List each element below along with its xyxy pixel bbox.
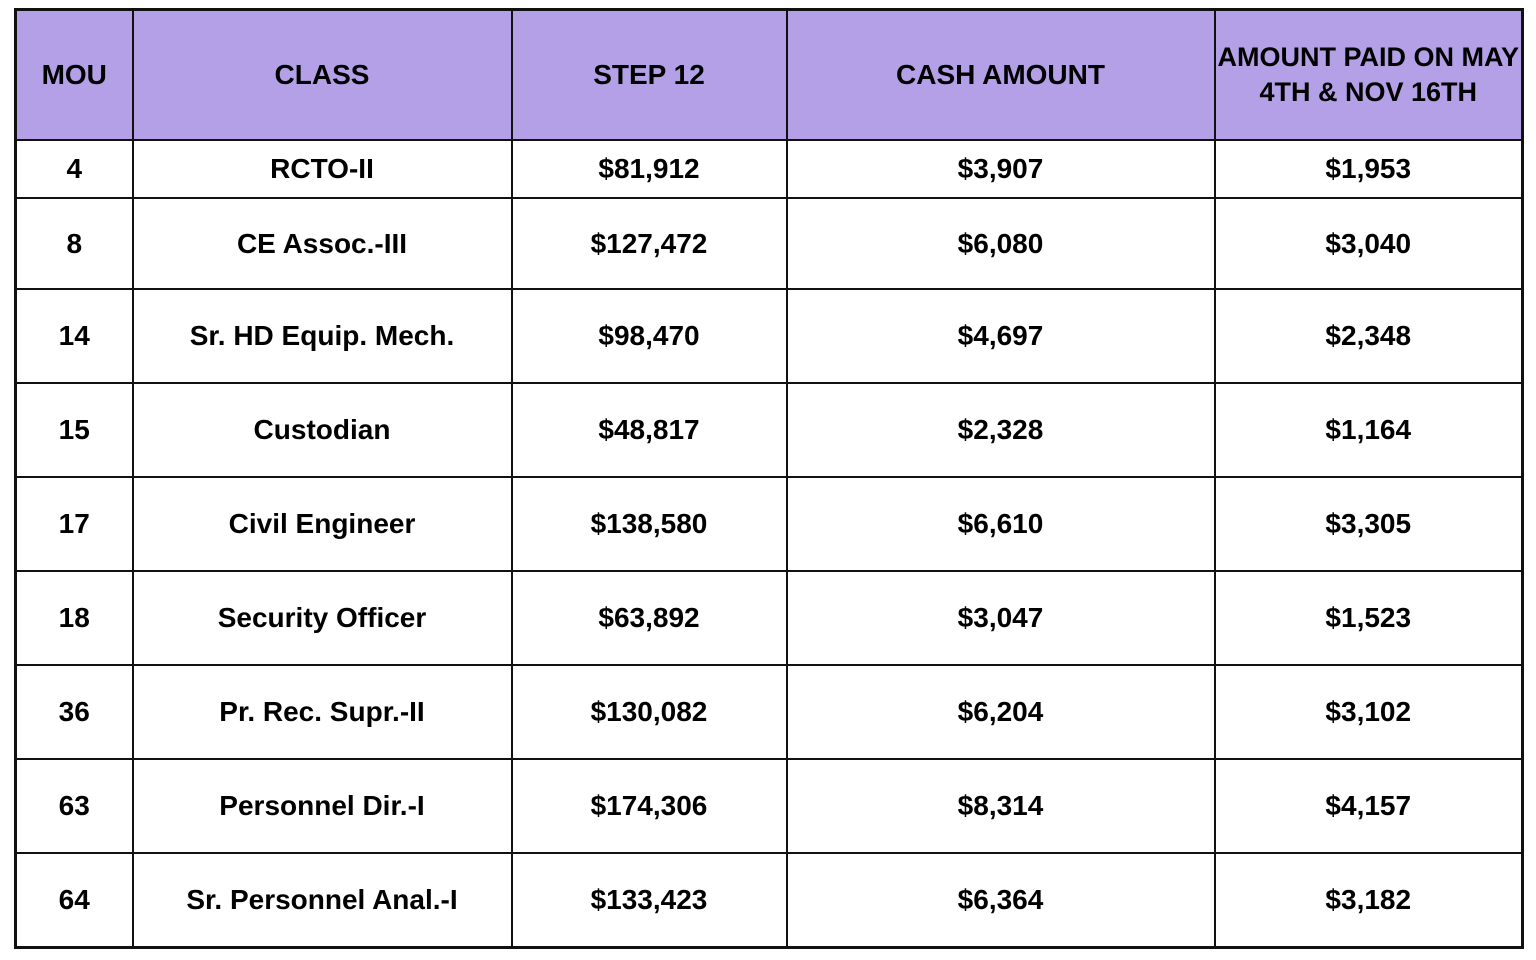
- cell-mou: 18: [14, 570, 134, 666]
- cell-amount-paid: $1,523: [1213, 570, 1524, 666]
- table-row: 14 Sr. HD Equip. Mech. $98,470 $4,697 $2…: [14, 288, 1524, 384]
- cell-mou: 4: [14, 139, 134, 199]
- cell-step-12: $130,082: [510, 664, 788, 760]
- cell-amount-paid: $3,040: [1213, 197, 1524, 290]
- table-row: 36 Pr. Rec. Supr.-II $130,082 $6,204 $3,…: [14, 664, 1524, 760]
- cell-cash-amount: $4,697: [785, 288, 1216, 384]
- cell-step-12: $63,892: [510, 570, 788, 666]
- cell-step-12: $98,470: [510, 288, 788, 384]
- cell-mou: 14: [14, 288, 134, 384]
- column-header-step-12: STEP 12: [510, 8, 788, 141]
- cell-class: Security Officer: [131, 570, 513, 666]
- cell-class: Civil Engineer: [131, 476, 513, 572]
- cell-class: Sr. HD Equip. Mech.: [131, 288, 513, 384]
- cell-cash-amount: $8,314: [785, 758, 1216, 854]
- column-header-mou: MOU: [14, 8, 134, 141]
- cell-mou: 8: [14, 197, 134, 290]
- cell-step-12: $127,472: [510, 197, 788, 290]
- cell-amount-paid: $1,953: [1213, 139, 1524, 199]
- cell-mou: 63: [14, 758, 134, 854]
- cell-amount-paid: $2,348: [1213, 288, 1524, 384]
- cell-class: Pr. Rec. Supr.-II: [131, 664, 513, 760]
- cell-class: Sr. Personnel Anal.-I: [131, 852, 513, 949]
- table-row: 17 Civil Engineer $138,580 $6,610 $3,305: [14, 476, 1524, 572]
- cell-step-12: $174,306: [510, 758, 788, 854]
- cell-mou: 36: [14, 664, 134, 760]
- cell-cash-amount: $6,204: [785, 664, 1216, 760]
- cell-mou: 17: [14, 476, 134, 572]
- table-row: 15 Custodian $48,817 $2,328 $1,164: [14, 382, 1524, 478]
- table-row: 18 Security Officer $63,892 $3,047 $1,52…: [14, 570, 1524, 666]
- cell-cash-amount: $3,047: [785, 570, 1216, 666]
- cell-amount-paid: $3,182: [1213, 852, 1524, 949]
- cell-amount-paid: $1,164: [1213, 382, 1524, 478]
- cell-cash-amount: $6,610: [785, 476, 1216, 572]
- cell-class: Personnel Dir.-I: [131, 758, 513, 854]
- cell-cash-amount: $6,364: [785, 852, 1216, 949]
- table-row: 4 RCTO-II $81,912 $3,907 $1,953: [14, 139, 1524, 199]
- cell-cash-amount: $6,080: [785, 197, 1216, 290]
- cell-amount-paid: $4,157: [1213, 758, 1524, 854]
- table-row: 63 Personnel Dir.-I $174,306 $8,314 $4,1…: [14, 758, 1524, 854]
- cell-class: Custodian: [131, 382, 513, 478]
- cell-mou: 15: [14, 382, 134, 478]
- column-header-class: CLASS: [131, 8, 513, 141]
- cell-cash-amount: $2,328: [785, 382, 1216, 478]
- header-row: MOU CLASS STEP 12 CASH AMOUNT AMOUNT PAI…: [14, 8, 1524, 141]
- column-header-amount-paid: AMOUNT PAID ON MAY 4TH & NOV 16TH: [1213, 8, 1524, 141]
- cell-class: CE Assoc.-III: [131, 197, 513, 290]
- cell-step-12: $133,423: [510, 852, 788, 949]
- cell-mou: 64: [14, 852, 134, 949]
- table-row: 8 CE Assoc.-III $127,472 $6,080 $3,040: [14, 197, 1524, 290]
- column-header-cash-amount: CASH AMOUNT: [785, 8, 1216, 141]
- cell-cash-amount: $3,907: [785, 139, 1216, 199]
- compensation-table: MOU CLASS STEP 12 CASH AMOUNT AMOUNT PAI…: [14, 8, 1524, 949]
- cell-class: RCTO-II: [131, 139, 513, 199]
- cell-step-12: $138,580: [510, 476, 788, 572]
- cell-step-12: $81,912: [510, 139, 788, 199]
- cell-amount-paid: $3,305: [1213, 476, 1524, 572]
- cell-step-12: $48,817: [510, 382, 788, 478]
- cell-amount-paid: $3,102: [1213, 664, 1524, 760]
- table-row: 64 Sr. Personnel Anal.-I $133,423 $6,364…: [14, 852, 1524, 949]
